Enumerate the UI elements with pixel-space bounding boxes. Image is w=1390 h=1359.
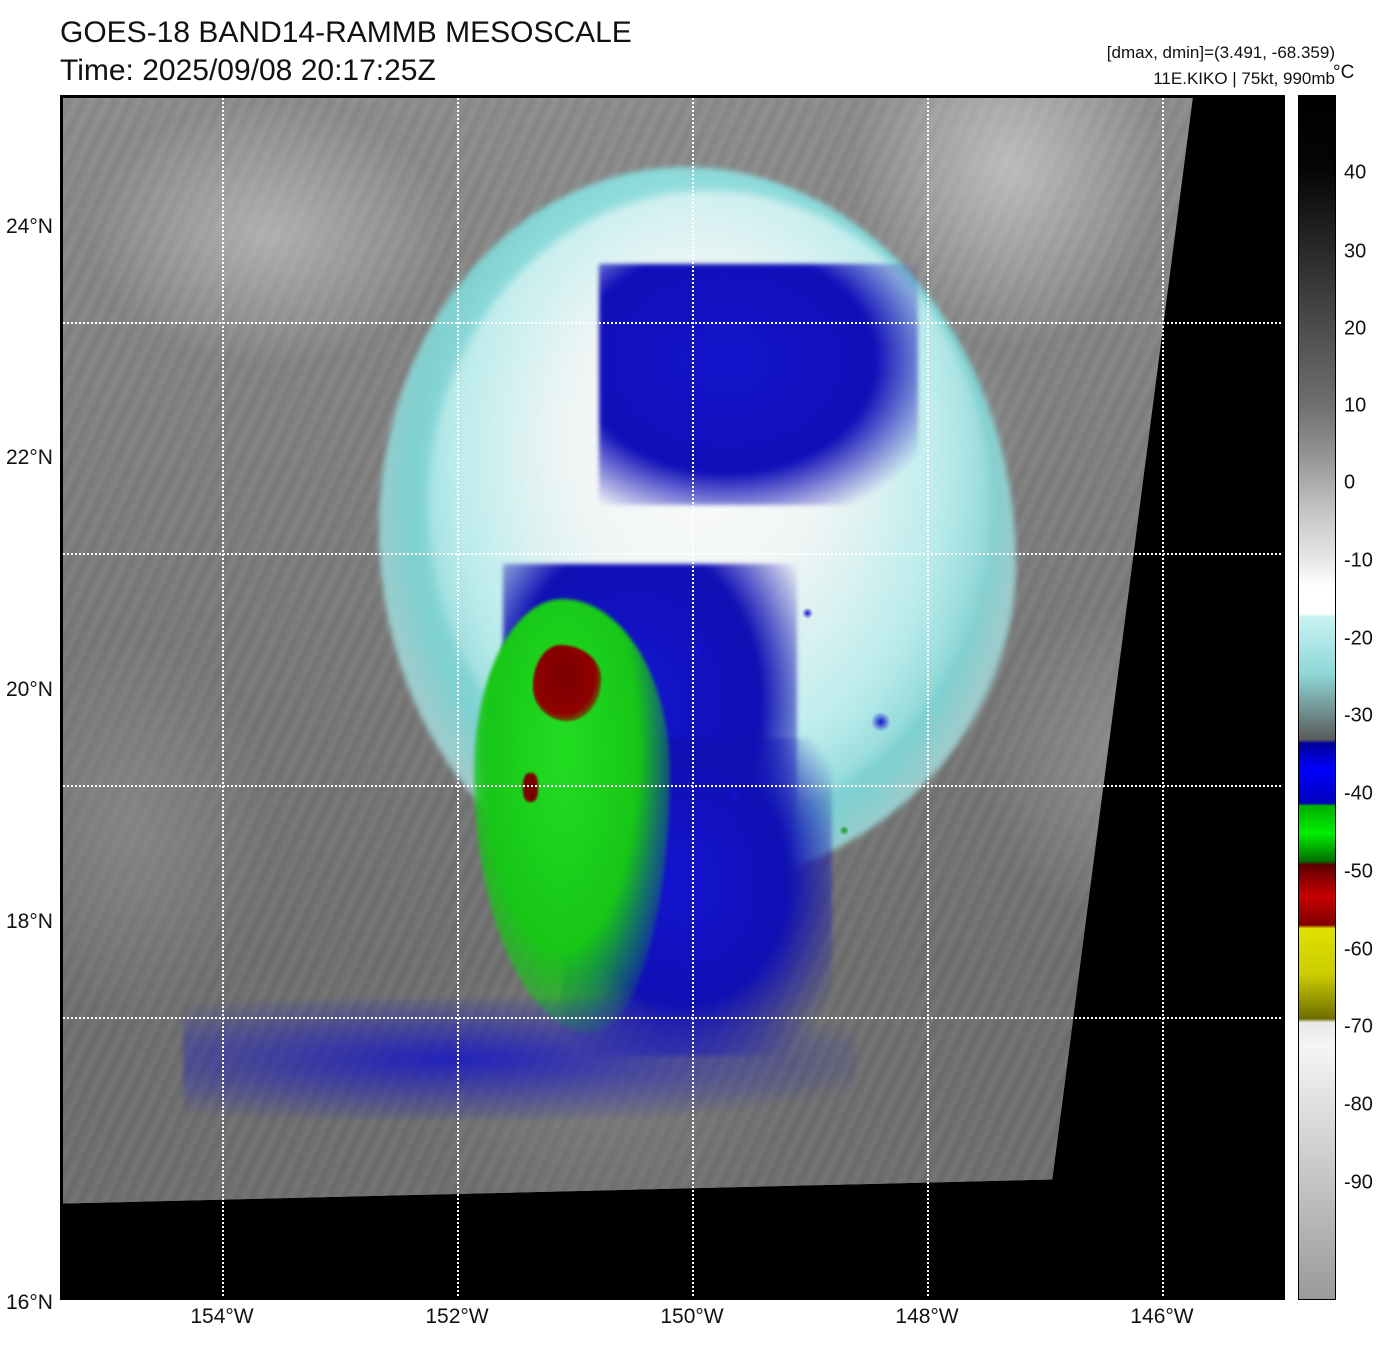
lon-tick-146W: 146°W <box>1130 1305 1193 1329</box>
cb-tick-neg90: -90 <box>1344 1172 1373 1195</box>
lon-tick-150W: 150°W <box>660 1305 723 1329</box>
latitude-gridline-24N <box>60 322 1285 324</box>
latitude-gridline-22N <box>60 553 1285 555</box>
storm-info-label: 11E.KIKO | 75kt, 990mb <box>1107 66 1335 92</box>
deep-convection-upper-blob <box>599 264 918 505</box>
lat-tick-16N: 16°N <box>6 1291 53 1315</box>
cb-tick-30: 30 <box>1344 241 1366 264</box>
longitude-gridline-150W <box>692 95 694 1300</box>
cb-tick-neg40: -40 <box>1344 783 1373 806</box>
cb-tick-neg50: -50 <box>1344 861 1373 884</box>
cb-tick-0: 0 <box>1344 472 1355 495</box>
cb-tick-neg70: -70 <box>1344 1016 1373 1039</box>
longitude-gridline-152W <box>457 95 459 1300</box>
dminmax-label: [dmax, dmin]=(3.491, -68.359) <box>1107 40 1335 66</box>
timestamp-title: Time: 2025/09/08 20:17:25Z <box>60 52 632 90</box>
cb-tick-neg80: -80 <box>1344 1094 1373 1117</box>
latitude-gridline-18N <box>60 1017 1285 1019</box>
colorbar-gradient <box>1298 95 1336 1300</box>
lat-tick-24N: 24°N <box>6 215 53 239</box>
longitude-gridline-148W <box>927 95 929 1300</box>
satellite-mesoscale-view: GOES-18 BAND14-RAMMB MESOSCALE Time: 202… <box>0 0 1390 1359</box>
satellite-image-panel[interactable]: Copyright © 2020-2025 Dapiya <box>60 95 1285 1300</box>
lon-tick-154W: 154°W <box>190 1305 253 1329</box>
cb-tick-20: 20 <box>1344 318 1366 341</box>
satellite-image-data <box>60 95 1285 1300</box>
lat-tick-20N: 20°N <box>6 678 53 702</box>
title-block: GOES-18 BAND14-RAMMB MESOSCALE Time: 202… <box>60 14 632 89</box>
cb-tick-neg20: -20 <box>1344 628 1373 651</box>
colorbar-container[interactable]: 40 30 20 10 0 -10 -20 -30 -40 -50 -60 -7… <box>1298 95 1336 1300</box>
cb-tick-neg10: -10 <box>1344 550 1373 573</box>
longitude-gridline-154W <box>222 95 224 1300</box>
cb-tick-neg60: -60 <box>1344 939 1373 962</box>
cb-tick-10: 10 <box>1344 395 1366 418</box>
lon-tick-148W: 148°W <box>895 1305 958 1329</box>
latitude-gridline-20N <box>60 785 1285 787</box>
cb-tick-neg30: -30 <box>1344 705 1373 728</box>
lat-tick-18N: 18°N <box>6 910 53 934</box>
main-title: GOES-18 BAND14-RAMMB MESOSCALE <box>60 14 632 52</box>
unit-label: °C <box>1333 62 1354 84</box>
cb-tick-40: 40 <box>1344 162 1366 185</box>
lat-tick-22N: 22°N <box>6 446 53 470</box>
longitude-gridline-146W <box>1162 95 1164 1300</box>
header-info-block: [dmax, dmin]=(3.491, -68.359) 11E.KIKO |… <box>1107 40 1335 91</box>
coldest-cloud-top-core-small <box>523 773 538 802</box>
lon-tick-152W: 152°W <box>425 1305 488 1329</box>
scattered-convective-cells <box>624 577 992 939</box>
